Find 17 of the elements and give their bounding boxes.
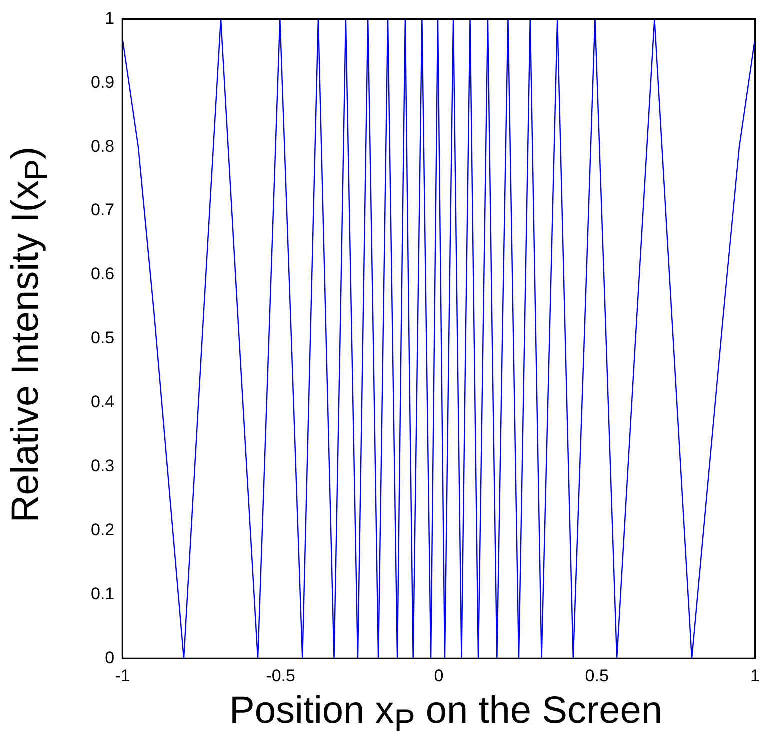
x-tick-label: 1: [750, 666, 760, 686]
x-axis-title: Position x$_{P}$ on the Screen: [228, 690, 664, 740]
y-tick-label: 0.2: [90, 520, 115, 540]
x-tick-label: -0.5: [266, 666, 296, 686]
y-tick-label: 0.3: [90, 456, 115, 476]
y-tick-label: 0.5: [90, 328, 115, 348]
y-tick-label: 1: [105, 8, 115, 28]
y-tick-label: 0.1: [90, 584, 115, 604]
y-tick-label: 0.8: [90, 136, 115, 156]
x-tick-label: 0: [434, 666, 444, 686]
y-tick-label: 0.4: [90, 392, 115, 412]
y-tick-label: 0.9: [90, 72, 115, 92]
y-tick-label: 0.6: [90, 264, 115, 284]
y-tick-label: 0.7: [90, 200, 115, 220]
x-tick-label: 0.5: [585, 666, 609, 686]
y-tick-label: 0: [105, 648, 115, 668]
x-tick-label: -1: [115, 666, 130, 686]
